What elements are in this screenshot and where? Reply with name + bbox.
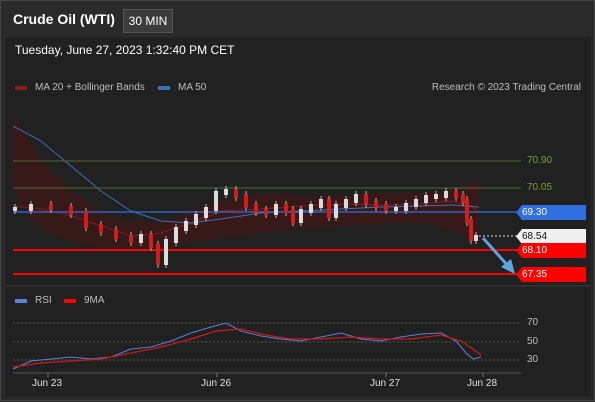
x-label-jun28: Jun 28	[467, 378, 498, 389]
x-label-jun23: Jun 23	[32, 378, 63, 389]
candle-body	[327, 199, 331, 218]
trend-arrow-down-icon	[481, 236, 515, 274]
candle-body	[444, 191, 448, 198]
candle-body	[414, 199, 418, 207]
ma20-swatch	[15, 85, 27, 90]
ma9-swatch	[64, 298, 76, 303]
candle-body	[114, 229, 118, 239]
candle-body	[474, 235, 478, 241]
legend-9ma: 9MA	[64, 295, 105, 306]
candle-body	[204, 207, 208, 218]
candle-body	[174, 227, 178, 243]
candle-body	[469, 219, 473, 241]
candle-body	[394, 207, 398, 211]
candle-body	[465, 199, 469, 223]
candle-body	[461, 194, 465, 203]
candle-body	[184, 221, 188, 231]
candle-body	[156, 244, 160, 265]
rsi-tick-70: 70	[527, 317, 539, 328]
ma9-label: 9MA	[84, 295, 105, 306]
legend-ma50: MA 50	[158, 82, 206, 93]
candle-body	[284, 204, 288, 213]
candle-body	[319, 199, 323, 208]
candle-body	[291, 209, 295, 223]
candle-body	[434, 194, 438, 199]
candle-body	[334, 204, 338, 218]
candle-body	[29, 204, 33, 211]
x-label-jun26: Jun 26	[201, 378, 232, 389]
candle-body	[364, 194, 368, 205]
candle-body	[149, 234, 153, 248]
candle-body	[344, 199, 348, 208]
candle-body	[49, 204, 53, 210]
candle-body	[244, 194, 248, 208]
candle-body	[13, 207, 17, 211]
legend-ma20: MA 20 + Bollinger Bands	[15, 82, 145, 93]
candle-body	[224, 189, 228, 195]
rsi-swatch	[15, 298, 27, 303]
candle-body	[299, 209, 303, 223]
ma50-swatch	[158, 85, 170, 90]
candle-body	[274, 204, 278, 215]
candle-body	[99, 224, 103, 233]
candle-body	[139, 234, 143, 243]
candle-body	[384, 204, 388, 211]
rsi-tick-50: 50	[527, 336, 539, 347]
candle-body	[84, 211, 88, 228]
pivot-price-tag: 69.30	[516, 205, 586, 220]
candle-body	[214, 191, 218, 211]
rsi-tick-30: 30	[527, 354, 539, 365]
candle-body	[194, 214, 198, 225]
candle-body	[454, 191, 458, 198]
support-1-tag: 68.10	[516, 243, 586, 258]
last-price-tag: 68.54	[516, 229, 586, 244]
candle-body	[129, 235, 133, 243]
level-r2-label: 70.90	[527, 155, 553, 166]
legend-rsi: RSI	[15, 295, 52, 306]
candle-body	[424, 195, 428, 203]
candle-body	[234, 189, 238, 198]
candlesticks	[13, 186, 478, 268]
x-label-jun27: Jun 27	[370, 378, 401, 389]
bollinger-band	[13, 111, 479, 250]
rsi-label: RSI	[35, 295, 52, 306]
ma50-label: MA 50	[178, 82, 207, 93]
candle-body	[374, 201, 378, 208]
candle-body	[404, 203, 408, 211]
candle-body	[354, 194, 358, 203]
candle-body	[164, 239, 168, 265]
candle-body	[264, 209, 268, 215]
interval-selector[interactable]: 30 MIN	[123, 9, 173, 33]
candle-body	[254, 204, 258, 213]
candle-body	[69, 206, 73, 215]
rsi-9ma-line	[12, 328, 482, 368]
ma20-label: MA 20 + Bollinger Bands	[35, 82, 145, 93]
copyright: Research © 2023 Trading Central	[431, 82, 581, 93]
candle-body	[309, 204, 313, 213]
level-r1-label: 70.05	[527, 182, 553, 193]
timestamp: Tuesday, June 27, 2023 1:32:40 PM CET	[15, 43, 235, 57]
support-2-tag: 67.35	[516, 267, 586, 282]
instrument-title: Crude Oil (WTI)	[13, 11, 115, 27]
rsi-line	[12, 322, 482, 370]
